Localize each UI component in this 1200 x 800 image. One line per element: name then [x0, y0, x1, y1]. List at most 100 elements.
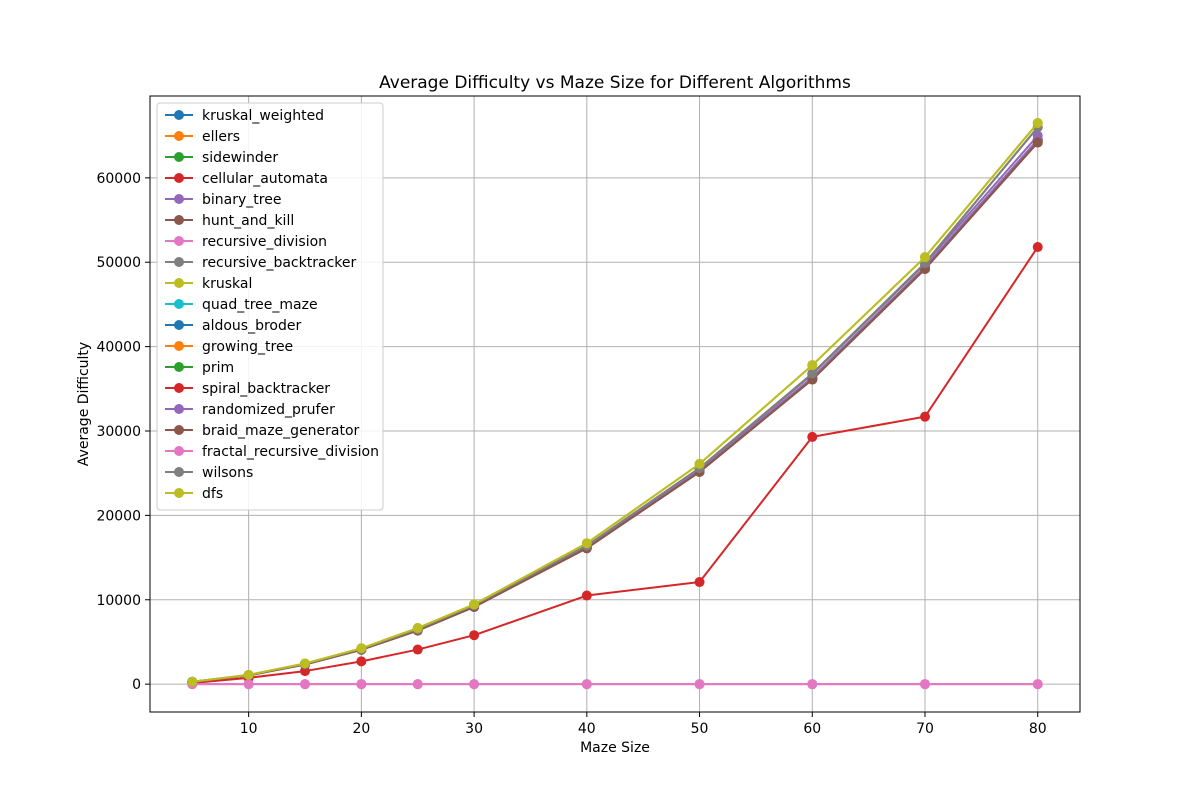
legend-marker — [174, 299, 184, 309]
legend-marker — [174, 131, 184, 141]
data-point — [807, 679, 818, 690]
legend-label: growing_tree — [202, 339, 293, 355]
legend-item: sidewinder — [165, 150, 278, 166]
legend-marker — [174, 362, 184, 372]
legend-label: ellers — [202, 129, 240, 145]
y-tick-label: 30000 — [96, 424, 141, 440]
data-point — [469, 679, 480, 690]
data-point — [920, 411, 930, 422]
legend-item: braid_maze_generator — [165, 423, 360, 439]
x-tick-label: 50 — [691, 721, 709, 737]
legend-item: prim — [165, 360, 234, 376]
data-point — [469, 630, 480, 641]
data-point — [187, 676, 198, 687]
data-point — [412, 623, 423, 634]
data-point — [694, 577, 705, 588]
legend-label: recursive_division — [202, 234, 327, 250]
data-point — [581, 679, 592, 690]
legend-label: recursive_backtracker — [202, 255, 356, 271]
legend-item: randomized_prufer — [165, 402, 335, 418]
data-point — [1032, 137, 1043, 148]
x-tick-label: 80 — [1029, 721, 1047, 737]
chart-title: Average Difficulty vs Maze Size for Diff… — [379, 73, 851, 93]
series-fractal-recursive-division — [187, 679, 1043, 690]
legend-item: ellers — [165, 129, 240, 145]
legend-label: kruskal_weighted — [202, 108, 324, 124]
legend-marker — [174, 194, 184, 204]
y-axis-label: Average Difficulty — [76, 342, 92, 466]
plot-frame — [149, 95, 1081, 713]
x-tick-label: 20 — [352, 721, 370, 737]
legend-label: wilsons — [202, 465, 253, 481]
data-point — [1032, 679, 1043, 690]
legend-label: cellular_automata — [202, 171, 328, 187]
legend-item: kruskal_weighted — [165, 108, 324, 124]
legend-item: aldous_broder — [165, 318, 301, 334]
legend-label: spiral_backtracker — [202, 381, 330, 397]
legend-marker — [174, 152, 184, 162]
y-tick-label: 60000 — [96, 171, 141, 187]
legend-marker — [174, 425, 184, 435]
legend-marker — [174, 110, 184, 120]
legend-label: randomized_prufer — [202, 402, 335, 418]
ticks: 10 20 30 40 50 60 70 80 0 10000 20000 30000 40000 500… — [96, 171, 1046, 737]
series-dfs — [187, 118, 1043, 687]
legend-marker — [174, 320, 184, 330]
legend-item: kruskal — [165, 276, 252, 292]
legend-marker — [174, 173, 184, 183]
legend-label: prim — [202, 360, 234, 376]
data-point — [469, 599, 480, 610]
legend-item: recursive_backtracker — [165, 255, 356, 271]
legend-label: binary_tree — [202, 192, 281, 208]
legend-label: braid_maze_generator — [202, 423, 360, 439]
legend-label: aldous_broder — [202, 318, 301, 334]
legend-item: recursive_division — [165, 234, 327, 250]
data-point — [356, 656, 367, 667]
data-point — [412, 679, 423, 690]
legend-item: cellular_automata — [165, 171, 328, 187]
legend-marker — [174, 488, 184, 498]
x-tick-label: 30 — [465, 721, 483, 737]
legend-marker — [174, 446, 184, 456]
data-point — [920, 679, 930, 690]
legend-item: quad_tree_maze — [165, 297, 318, 313]
x-axis-label: Maze Size — [580, 740, 650, 756]
legend-marker — [174, 278, 184, 288]
legend-item: wilsons — [165, 465, 253, 481]
legend-label: fractal_recursive_division — [202, 444, 379, 460]
legend-marker — [174, 341, 184, 351]
data-point — [807, 360, 818, 371]
legend-marker — [174, 236, 184, 246]
data-point — [300, 679, 310, 690]
data-point — [807, 431, 818, 442]
legend-item: spiral_backtracker — [165, 381, 330, 397]
data-point — [581, 590, 592, 601]
data-point — [807, 368, 818, 379]
x-tick-label: 60 — [803, 721, 821, 737]
data-point — [920, 252, 930, 263]
data-point — [300, 658, 310, 669]
legend-label: sidewinder — [202, 150, 278, 166]
x-tick-label: 40 — [578, 721, 596, 737]
series-layer — [187, 118, 1043, 690]
legend-marker — [174, 383, 184, 393]
legend-item: hunt_and_kill — [165, 213, 294, 229]
data-point — [412, 644, 423, 655]
x-tick-label: 10 — [240, 721, 258, 737]
legend-label: hunt_and_kill — [202, 213, 294, 229]
data-point — [581, 538, 592, 549]
legend-box — [156, 102, 384, 511]
legend-item: binary_tree — [165, 192, 281, 208]
legend-label: dfs — [202, 486, 223, 502]
data-point — [694, 679, 705, 690]
y-tick-label: 20000 — [96, 508, 141, 524]
data-point — [1032, 118, 1043, 129]
y-tick-label: 50000 — [96, 255, 141, 271]
legend-marker — [174, 215, 184, 225]
data-point — [356, 643, 367, 654]
y-tick-label: 10000 — [96, 593, 141, 609]
data-point — [694, 458, 705, 469]
legend-label: kruskal — [202, 276, 252, 292]
y-tick-label: 40000 — [96, 340, 141, 356]
